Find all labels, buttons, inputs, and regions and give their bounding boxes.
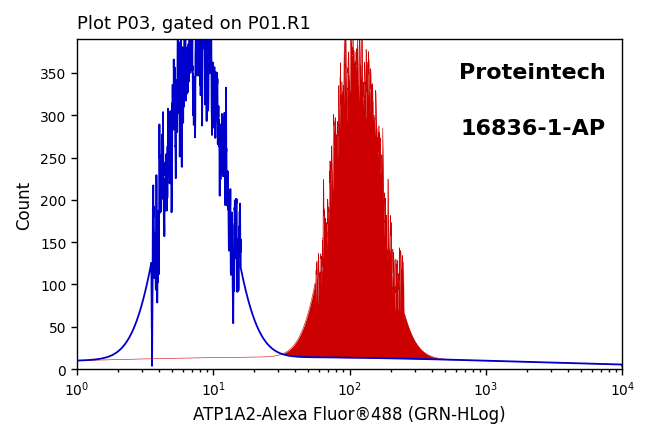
Text: Plot P03, gated on P01.R1: Plot P03, gated on P01.R1: [77, 15, 311, 33]
Text: Proteintech: Proteintech: [459, 63, 606, 83]
Y-axis label: Count: Count: [15, 180, 33, 229]
X-axis label: ATP1A2-Alexa Fluor®488 (GRN-HLog): ATP1A2-Alexa Fluor®488 (GRN-HLog): [193, 405, 506, 423]
Text: 16836-1-AP: 16836-1-AP: [461, 119, 606, 139]
